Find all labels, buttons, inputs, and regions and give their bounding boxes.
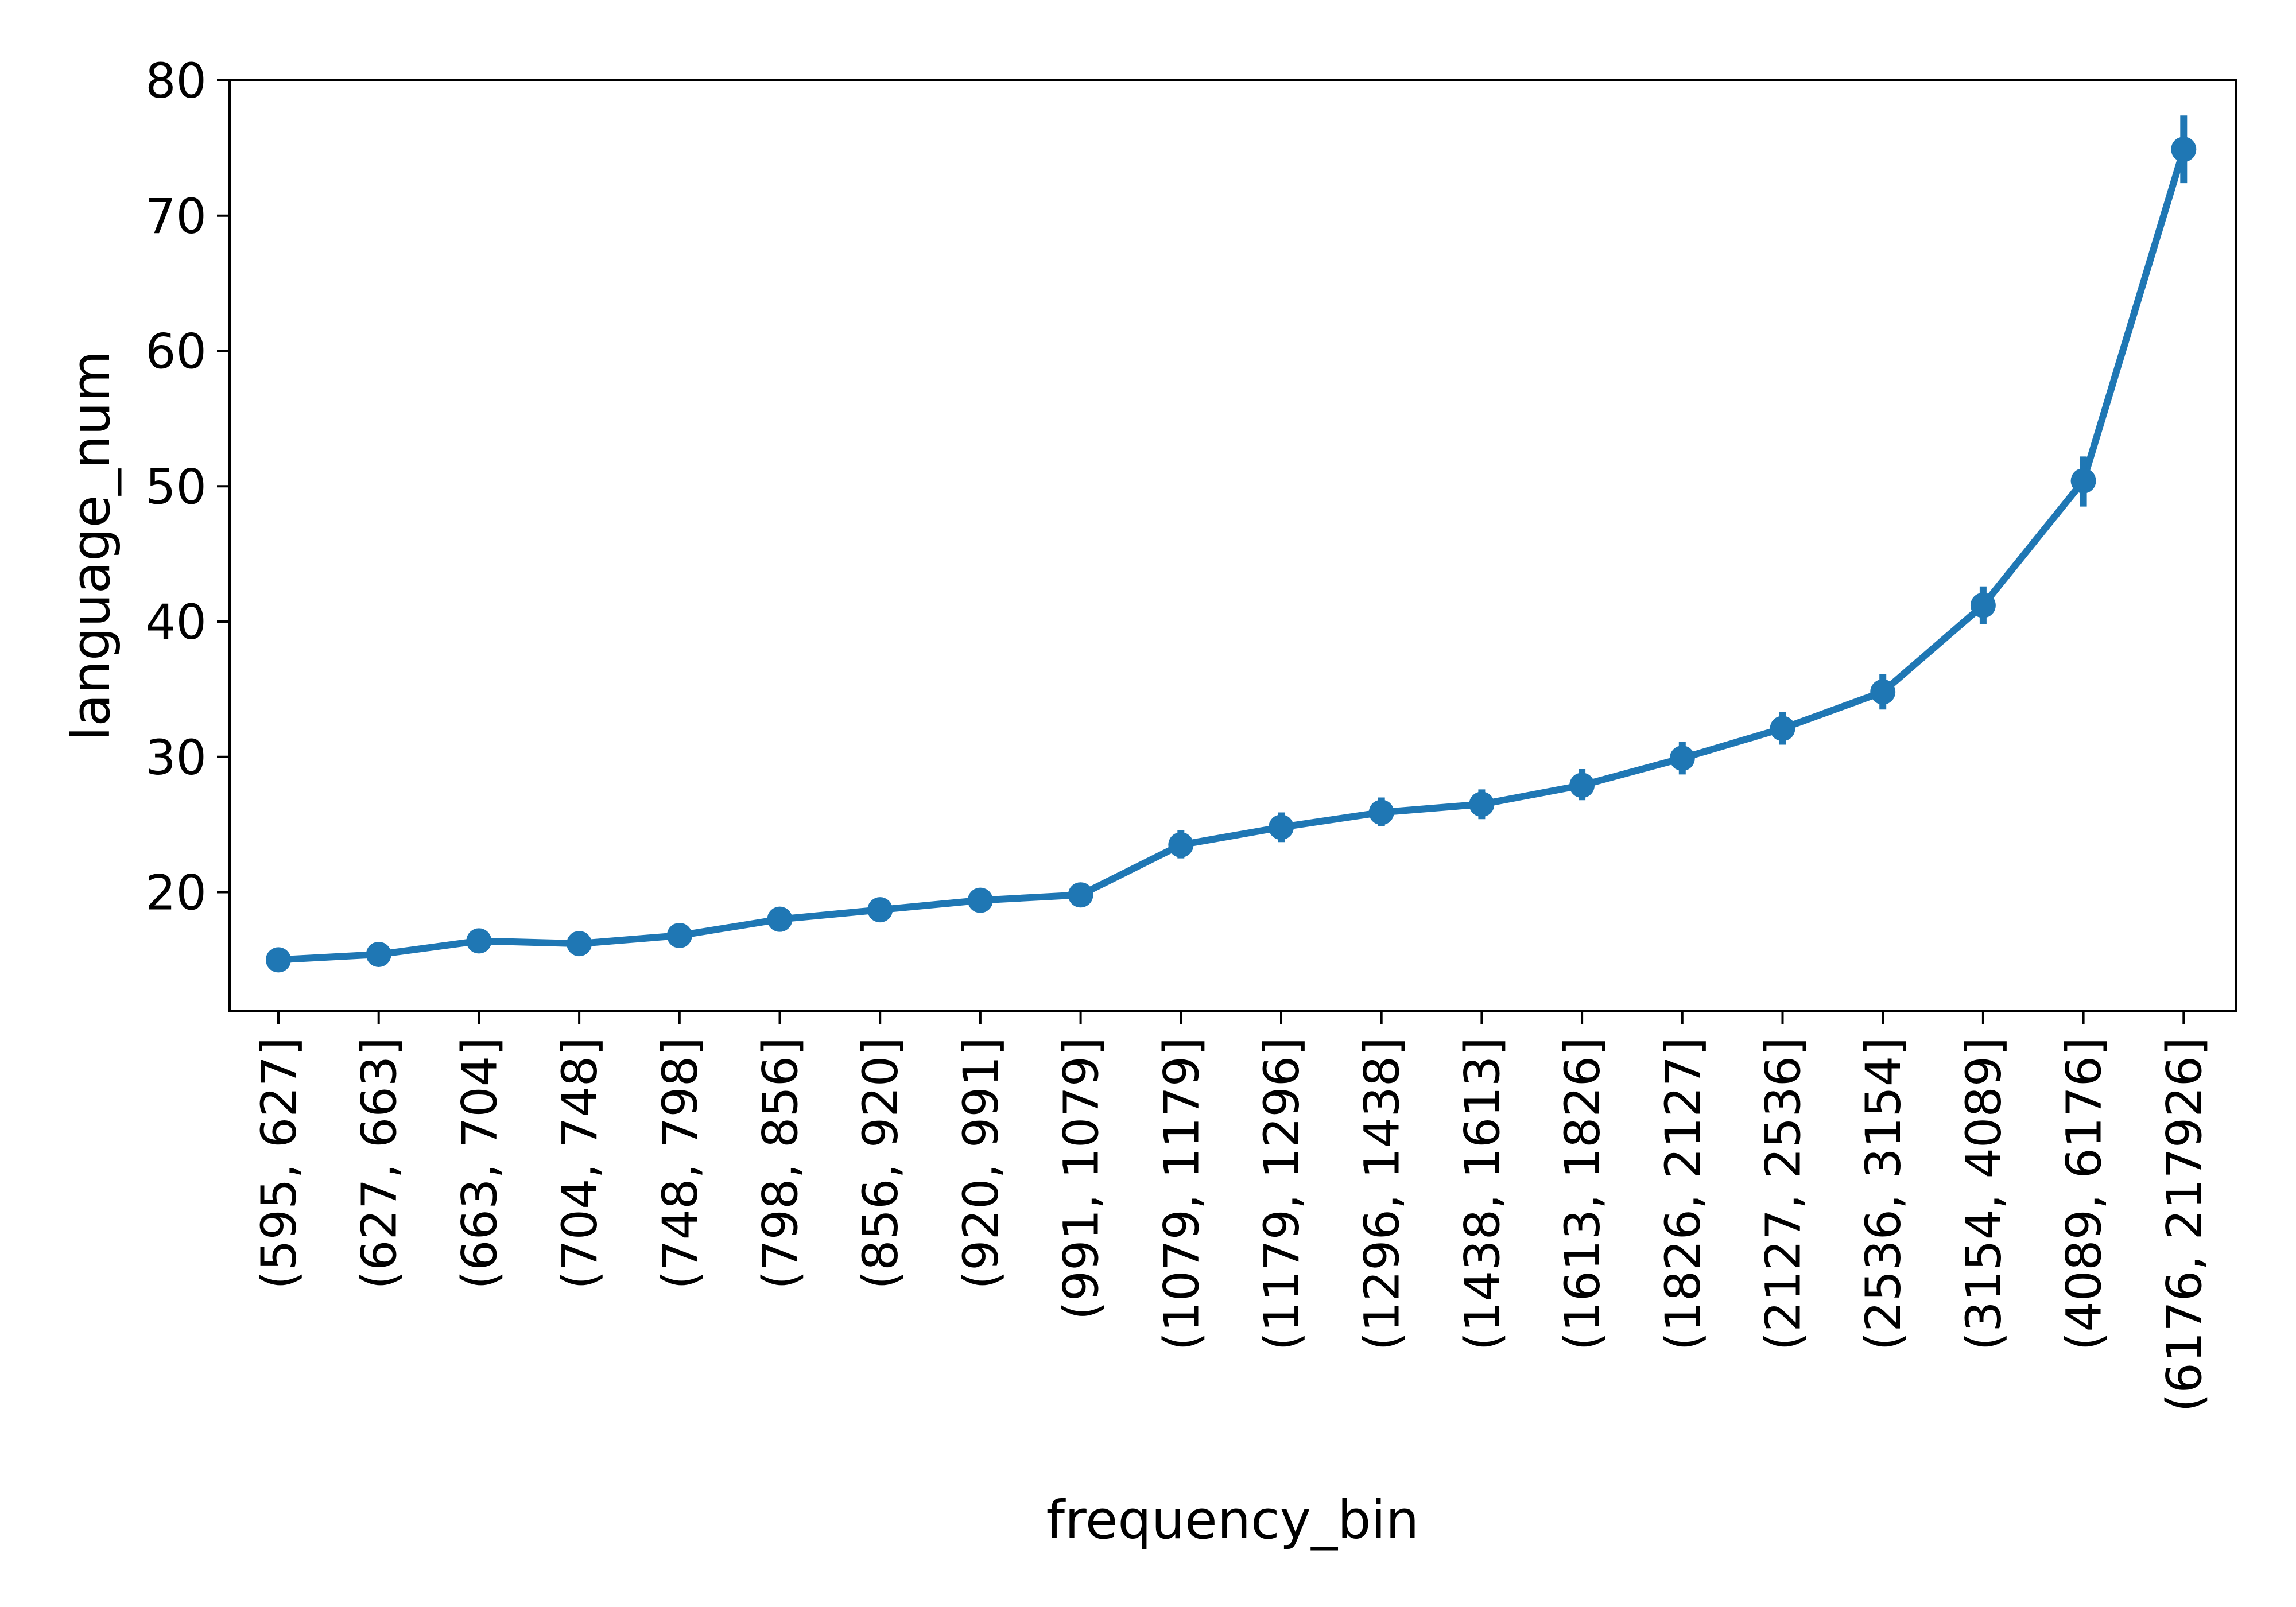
y-tick-label: 30 xyxy=(145,729,207,786)
x-axis-title: frequency_bin xyxy=(1046,1489,1420,1551)
x-tick-label: (1826, 2127] xyxy=(1655,1037,1711,1351)
x-tick-label: (663, 704] xyxy=(451,1037,507,1290)
data-point xyxy=(567,931,592,957)
data-point xyxy=(366,941,391,967)
y-axis-title: language_num xyxy=(60,351,122,742)
data-point xyxy=(1269,814,1294,840)
data-point xyxy=(867,897,893,923)
data-point xyxy=(2171,137,2197,162)
x-tick-label: (1079, 1179] xyxy=(1153,1037,1209,1351)
data-point xyxy=(1970,592,1996,618)
data-point xyxy=(1870,679,1896,705)
data-point xyxy=(1669,746,1695,771)
data-point xyxy=(666,922,692,948)
y-tick-label: 40 xyxy=(145,594,207,650)
x-tick-label: (6176, 217926] xyxy=(2156,1037,2212,1412)
x-axis: (595, 627] (627, 663] (663, 704] (704, 748]… xyxy=(251,1011,2212,1412)
x-tick-label: (856, 920] xyxy=(852,1037,909,1290)
x-tick-label: (4089, 6176] xyxy=(2056,1037,2112,1351)
y-tick-label: 20 xyxy=(145,865,207,921)
y-axis: 20 30 40 50 60 70 80 xyxy=(145,53,230,921)
data-point xyxy=(967,887,993,913)
x-tick-label: (1296, 1438] xyxy=(1354,1037,1410,1351)
x-tick-label: (1179, 1296] xyxy=(1254,1037,1310,1351)
data-point xyxy=(1469,791,1495,817)
data-point xyxy=(1068,882,1093,908)
series-line xyxy=(275,146,2188,964)
data-point xyxy=(266,947,291,973)
x-tick-label: (627, 663] xyxy=(351,1037,408,1290)
data-point xyxy=(767,906,793,932)
x-tick-label: (3154, 4089] xyxy=(1956,1037,2012,1351)
plot-frame xyxy=(228,79,2237,1012)
y-tick-label: 80 xyxy=(145,53,207,109)
x-tick-label: (991, 1079] xyxy=(1053,1037,1110,1320)
plot-area xyxy=(266,115,2197,973)
x-tick-label: (1438, 1613] xyxy=(1454,1037,1510,1351)
x-tick-label: (798, 856] xyxy=(753,1037,809,1290)
data-point xyxy=(1168,832,1194,858)
data-point xyxy=(466,928,492,954)
x-tick-label: (748, 798] xyxy=(652,1037,708,1290)
y-tick-label: 50 xyxy=(145,459,207,515)
x-tick-label: (704, 748] xyxy=(552,1037,608,1290)
y-tick-label: 60 xyxy=(145,324,207,380)
data-point xyxy=(1770,716,1795,742)
x-tick-label: (920, 991] xyxy=(953,1037,1009,1290)
data-point xyxy=(2070,468,2096,494)
x-tick-label: (595, 627] xyxy=(251,1037,307,1290)
x-tick-label: (2127, 2536] xyxy=(1755,1037,1812,1351)
x-tick-label: (1613, 1826] xyxy=(1554,1037,1611,1351)
y-tick-label: 70 xyxy=(145,188,207,244)
data-point xyxy=(1569,773,1595,798)
data-point xyxy=(1368,799,1394,825)
x-tick-label: (2536, 3154] xyxy=(1855,1037,1911,1351)
